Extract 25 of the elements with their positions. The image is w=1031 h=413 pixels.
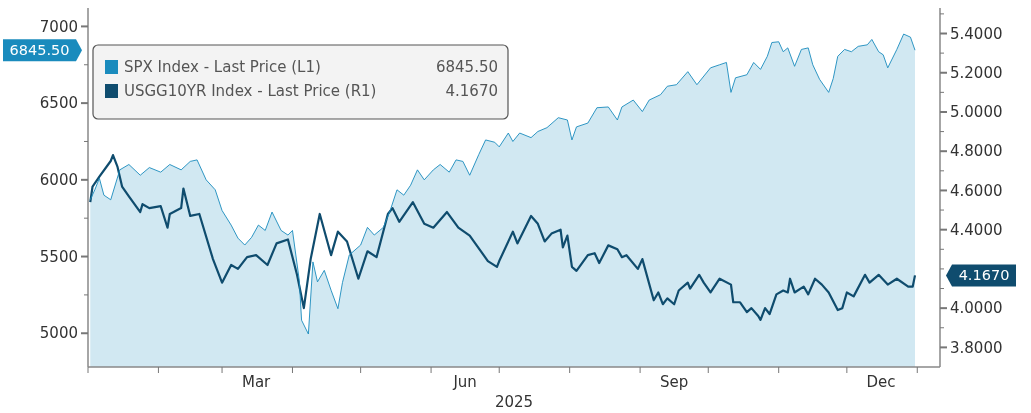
y-tick-label: 6000 [39, 171, 78, 190]
y2-tick-label: 5.4000 [950, 24, 1003, 43]
y2-tick-label: 4.6000 [950, 181, 1003, 200]
line-series [89, 154, 917, 322]
text: 4.1670 [958, 267, 1010, 284]
y-tick-label: 6500 [39, 94, 78, 113]
y2-tick-label: 3.8000 [950, 338, 1003, 357]
annotation: 4.1670 [445, 82, 498, 101]
y2-tick-label: 5.2000 [950, 63, 1003, 82]
x-tick-label: Dec [866, 373, 896, 391]
x-tick-label: Sep [660, 373, 689, 391]
legend-label: USGG10YR Index - Last Price (R1) [124, 82, 377, 101]
x-tick-label: Mar [241, 373, 272, 391]
y2-tick-label: 4.0000 [950, 299, 1003, 318]
y-tick-label: 5000 [39, 324, 78, 343]
annotation: 6845.50 [435, 58, 498, 77]
x-tick-label: Jun [452, 373, 477, 391]
legend-label: SPX Index - Last Price (L1) [124, 58, 321, 77]
y-tick-label: 5500 [39, 247, 78, 266]
y2-tick-label: 5.0000 [950, 103, 1003, 122]
y2-tick-label: 4.8000 [950, 142, 1003, 161]
x-axis-title: 2025 [494, 393, 534, 411]
y-tick-label: 7000 [39, 17, 78, 36]
y2-tick-label: 4.4000 [950, 220, 1003, 239]
text: 6845.50 [9, 42, 70, 59]
